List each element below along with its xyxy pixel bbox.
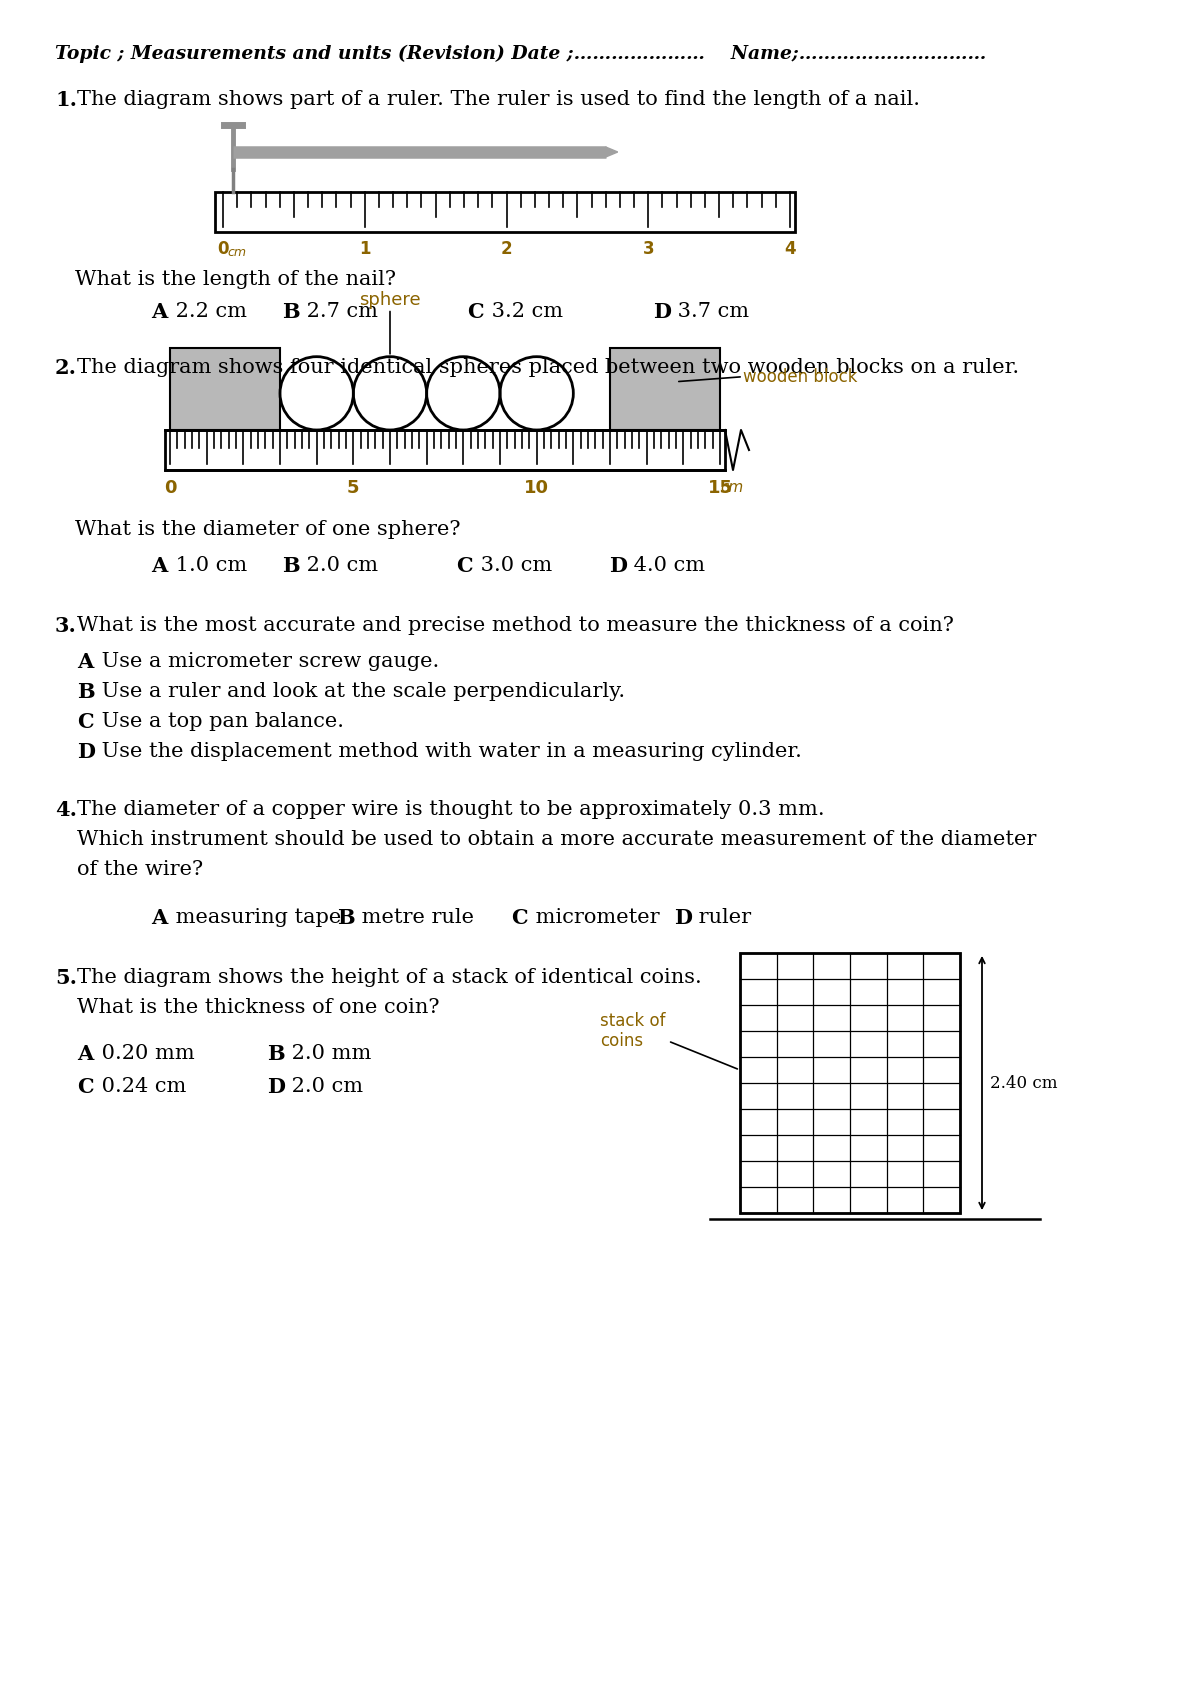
Text: The diagram shows the height of a stack of identical coins.: The diagram shows the height of a stack … — [77, 967, 702, 988]
Text: What is the diameter of one sphere?: What is the diameter of one sphere? — [74, 519, 461, 540]
Text: D: D — [266, 1078, 286, 1096]
Text: 4.: 4. — [55, 799, 77, 820]
Text: wooden block: wooden block — [743, 368, 858, 385]
Text: 0: 0 — [163, 479, 176, 497]
Text: A: A — [77, 1044, 94, 1064]
Text: cm: cm — [720, 480, 743, 496]
Text: stack of
coins: stack of coins — [600, 1011, 666, 1050]
Text: B: B — [282, 302, 300, 322]
Text: 5: 5 — [347, 479, 360, 497]
Text: C: C — [511, 908, 528, 928]
Text: Which instrument should be used to obtain a more accurate measurement of the dia: Which instrument should be used to obtai… — [77, 830, 1037, 848]
Text: B: B — [336, 908, 354, 928]
Text: The diagram shows four identical spheres placed between two wooden blocks on a r: The diagram shows four identical spheres… — [77, 358, 1019, 377]
Text: D: D — [674, 908, 692, 928]
Text: 1.: 1. — [55, 90, 77, 110]
Text: Use a micrometer screw gauge.: Use a micrometer screw gauge. — [95, 652, 439, 670]
Text: 2.2 cm: 2.2 cm — [169, 302, 247, 321]
Text: The diagram shows part of a ruler. The ruler is used to find the length of a nai: The diagram shows part of a ruler. The r… — [77, 90, 920, 109]
Bar — [740, 954, 960, 1213]
Text: A: A — [151, 302, 168, 322]
Text: D: D — [610, 557, 628, 575]
Text: cm: cm — [227, 246, 246, 260]
Text: sphere: sphere — [359, 290, 421, 309]
Text: 15: 15 — [708, 479, 732, 497]
Text: 3.2 cm: 3.2 cm — [485, 302, 564, 321]
Text: C: C — [77, 713, 94, 731]
Text: 1: 1 — [359, 239, 371, 258]
Text: B: B — [77, 682, 95, 703]
Text: 4.0 cm: 4.0 cm — [628, 557, 706, 575]
Text: 2.0 cm: 2.0 cm — [300, 557, 378, 575]
Bar — [170, 348, 280, 429]
Text: A: A — [77, 652, 94, 672]
Text: 3: 3 — [642, 239, 654, 258]
Bar — [610, 348, 720, 429]
Text: 0.24 cm: 0.24 cm — [95, 1078, 186, 1096]
Text: metre rule: metre rule — [355, 908, 474, 927]
Text: 2.40 cm: 2.40 cm — [990, 1074, 1057, 1091]
Text: 1.0 cm: 1.0 cm — [169, 557, 247, 575]
Text: 3.: 3. — [55, 616, 77, 636]
Text: 3.7 cm: 3.7 cm — [671, 302, 749, 321]
Text: Use the displacement method with water in a measuring cylinder.: Use the displacement method with water i… — [95, 742, 802, 760]
Text: 0.20 mm: 0.20 mm — [95, 1044, 194, 1062]
Text: 2.0 mm: 2.0 mm — [286, 1044, 371, 1062]
Text: 10: 10 — [524, 479, 550, 497]
Text: B: B — [266, 1044, 284, 1064]
Text: measuring tape: measuring tape — [169, 908, 342, 927]
Bar — [215, 192, 796, 232]
Text: Use a ruler and look at the scale perpendicularly.: Use a ruler and look at the scale perpen… — [95, 682, 625, 701]
Text: The diameter of a copper wire is thought to be approximately 0.3 mm.: The diameter of a copper wire is thought… — [77, 799, 824, 820]
Text: C: C — [456, 557, 473, 575]
Text: Topic ; Measurements and units (Revision) Date ;…………………    Name;…………………………: Topic ; Measurements and units (Revision… — [55, 46, 986, 63]
Text: of the wire?: of the wire? — [77, 860, 203, 879]
Text: Use a top pan balance.: Use a top pan balance. — [95, 713, 344, 731]
Text: 0: 0 — [217, 239, 229, 258]
Text: 4: 4 — [784, 239, 796, 258]
Text: What is the length of the nail?: What is the length of the nail? — [74, 270, 396, 288]
Text: A: A — [151, 908, 168, 928]
Text: D: D — [653, 302, 671, 322]
Text: ruler: ruler — [692, 908, 751, 927]
Text: 2: 2 — [500, 239, 512, 258]
Text: D: D — [77, 742, 95, 762]
Text: 3.0 cm: 3.0 cm — [474, 557, 553, 575]
Text: micrometer: micrometer — [529, 908, 660, 927]
Text: 5.: 5. — [55, 967, 77, 988]
Text: A: A — [151, 557, 168, 575]
Text: 2.0 cm: 2.0 cm — [286, 1078, 364, 1096]
Bar — [166, 429, 725, 470]
Polygon shape — [606, 148, 618, 158]
Text: C: C — [77, 1078, 94, 1096]
Text: What is the thickness of one coin?: What is the thickness of one coin? — [77, 998, 439, 1017]
Text: 2.: 2. — [55, 358, 77, 378]
Text: C: C — [468, 302, 484, 322]
Text: What is the most accurate and precise method to measure the thickness of a coin?: What is the most accurate and precise me… — [77, 616, 954, 635]
Text: 2.7 cm: 2.7 cm — [300, 302, 378, 321]
Text: B: B — [282, 557, 300, 575]
